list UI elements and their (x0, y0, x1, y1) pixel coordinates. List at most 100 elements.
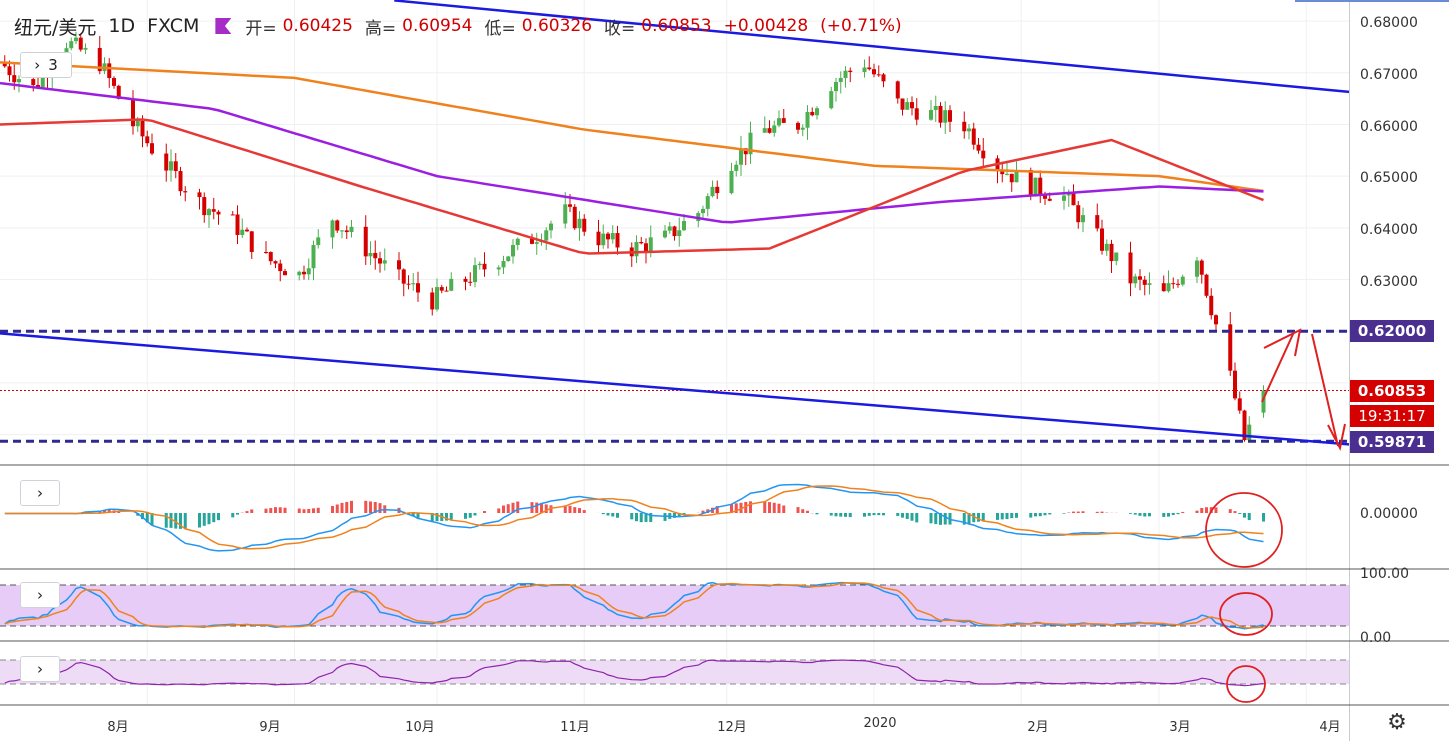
source-label: FXCM (147, 15, 200, 37)
moving-average-orange (0, 61, 1264, 193)
macd-histogram-bar (1138, 513, 1142, 516)
candle (1171, 283, 1176, 285)
macd-histogram-bar (1181, 511, 1185, 513)
candle (1176, 283, 1180, 285)
candle (515, 238, 520, 245)
macd-histogram-bar (563, 505, 567, 513)
open-label: 开= (245, 18, 277, 39)
macd-histogram-bar (468, 513, 472, 518)
candle (748, 132, 753, 155)
candle (12, 75, 17, 83)
macd-histogram-bar (1095, 511, 1099, 513)
macd-histogram-bar (1029, 513, 1033, 518)
candle (1076, 205, 1081, 223)
candle (245, 229, 249, 232)
macd-pane[interactable] (4, 483, 1283, 568)
flag-icon[interactable] (215, 18, 232, 34)
candle (929, 109, 933, 120)
stoch-toggle-button[interactable]: › (20, 582, 60, 608)
macd-histogram-bar (331, 506, 334, 513)
macd-toggle-button[interactable]: › (20, 480, 60, 506)
macd-histogram-bar (164, 513, 168, 528)
macd-histogram-bar (1076, 511, 1080, 513)
candle (112, 78, 116, 86)
candle (74, 37, 78, 42)
macd-histogram-bar (107, 509, 111, 513)
candle (1195, 260, 1199, 277)
symbol-name[interactable]: 纽元/美元 (14, 16, 97, 39)
candle (800, 127, 805, 130)
candle (401, 269, 406, 284)
candle (482, 263, 487, 270)
macd-histogram-bar (1233, 511, 1237, 513)
macd-histogram-bar (573, 507, 577, 513)
candle (663, 230, 667, 238)
candle (230, 214, 235, 216)
level-tag-low[interactable]: 0.59871 (1350, 431, 1434, 453)
candle (1261, 390, 1266, 413)
candle (544, 230, 549, 241)
candle (715, 186, 720, 194)
stoch-pane[interactable] (0, 581, 1349, 636)
rsi-line (4, 659, 1264, 687)
candle (876, 74, 881, 76)
macd-histogram-bar (544, 504, 548, 513)
candle (734, 164, 739, 171)
candle (810, 111, 815, 116)
candle (1147, 283, 1152, 285)
chevron-right-icon: › (34, 56, 41, 74)
candle (644, 243, 648, 252)
candle (838, 78, 843, 82)
candle (216, 211, 221, 215)
candle (316, 237, 321, 246)
candle (1237, 398, 1242, 411)
open-value: 0.60425 (282, 16, 353, 36)
candle (582, 218, 587, 232)
macd-histogram-bar (464, 513, 467, 519)
macd-histogram-bar (549, 505, 553, 513)
gear-icon[interactable]: ⚙ (1387, 710, 1407, 735)
macd-histogram-bar (582, 510, 586, 513)
macd-histogram-bar (1100, 511, 1104, 513)
candle (501, 261, 506, 268)
high-label: 高= (364, 18, 397, 39)
macd-histogram-bar (568, 505, 572, 513)
macd-histogram-bar (1228, 509, 1232, 513)
candle (872, 69, 876, 75)
candle (283, 271, 287, 276)
moving-average-purple (0, 81, 1264, 224)
rsi-pane[interactable] (0, 659, 1349, 703)
candle (739, 148, 743, 165)
main-pane[interactable] (0, 0, 1350, 451)
candle (829, 91, 834, 109)
macd-histogram-bar (905, 513, 909, 519)
candle (1043, 195, 1047, 199)
macd-histogram-bar (98, 511, 102, 513)
rsi-toggle-button[interactable]: › (20, 656, 60, 682)
time-tick: 12月 (717, 720, 747, 735)
candle (1204, 274, 1209, 296)
macd-histogram-bar (815, 513, 819, 515)
candle (606, 233, 610, 240)
candle (330, 220, 335, 238)
candle (601, 233, 606, 246)
candle (805, 111, 810, 128)
macd-histogram-bar (345, 502, 349, 513)
change-percent: (+0.71%) (820, 16, 902, 36)
candle (373, 252, 378, 259)
macd-histogram-bar (1005, 513, 1009, 520)
candle (1114, 252, 1119, 262)
candle (264, 251, 268, 253)
level-tag-high[interactable]: 0.62000 (1350, 320, 1434, 342)
macd-histogram-bar (644, 513, 648, 522)
candle (596, 231, 601, 246)
macd-histogram-bar (601, 513, 605, 515)
indicators-toggle-button[interactable]: › 3 (20, 52, 72, 78)
macd-histogram-bar (1048, 513, 1052, 515)
macd-histogram-bar (1162, 513, 1166, 517)
stoch-band (0, 585, 1349, 626)
interval-label[interactable]: 1D (108, 15, 136, 37)
macd-histogram-bar (739, 502, 743, 513)
stoch-k-line (4, 581, 1264, 630)
